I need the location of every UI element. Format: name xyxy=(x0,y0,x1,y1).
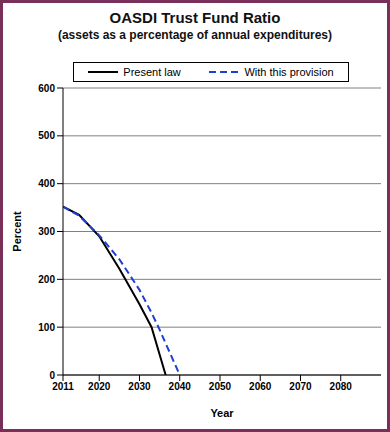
svg-text:300: 300 xyxy=(38,226,55,237)
html-text:OASDI Trust Fund Ratio: OASDI Trust Fund Ratio xyxy=(109,9,281,26)
svg-text:200: 200 xyxy=(38,274,55,285)
svg-text:500: 500 xyxy=(38,130,55,141)
svg-text:Year: Year xyxy=(210,407,234,419)
html-text:Present law: Present law xyxy=(123,66,181,78)
svg-text:2040: 2040 xyxy=(169,381,192,392)
svg-text:600: 600 xyxy=(38,83,55,94)
svg-text:2070: 2070 xyxy=(289,381,312,392)
svg-text:2011: 2011 xyxy=(52,381,74,392)
svg-text:2080: 2080 xyxy=(330,381,353,392)
svg-text:2020: 2020 xyxy=(88,381,111,392)
svg-text:2050: 2050 xyxy=(209,381,232,392)
html-text:(assets as a percentage of ann: (assets as a percentage of annual expend… xyxy=(57,28,332,42)
svg-text:100: 100 xyxy=(38,322,55,333)
svg-text:0: 0 xyxy=(49,370,55,381)
svg-text:2060: 2060 xyxy=(249,381,272,392)
html-text:With this provision: With this provision xyxy=(244,66,334,78)
svg-text:2030: 2030 xyxy=(128,381,151,392)
svg-text:Percent: Percent xyxy=(11,211,23,252)
svg-text:400: 400 xyxy=(38,178,55,189)
